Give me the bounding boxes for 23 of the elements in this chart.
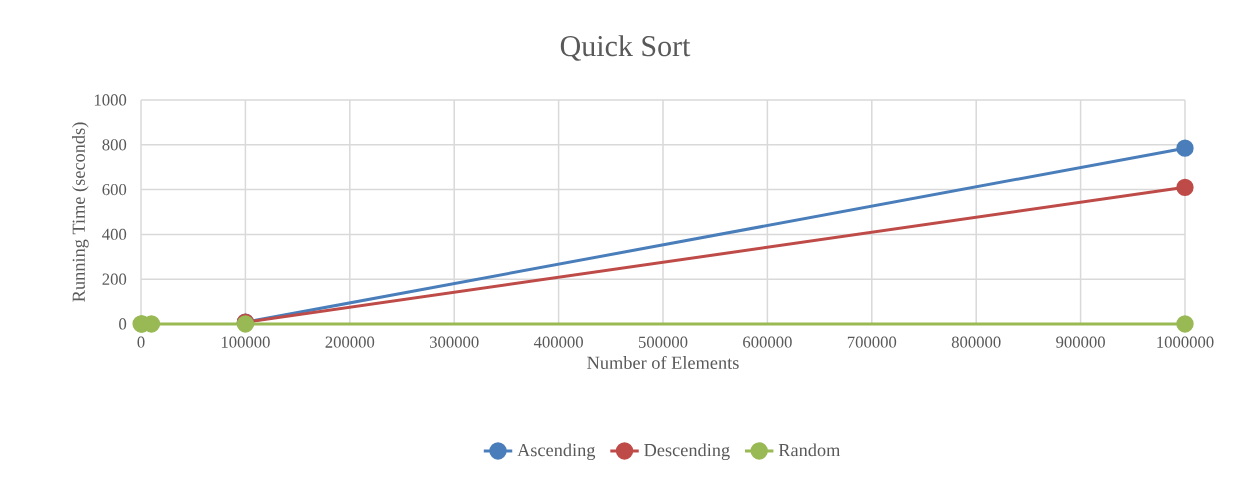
legend-label: Descending <box>644 443 730 461</box>
x-tick-label: 1000000 <box>1157 336 1214 348</box>
x-tick-label: 100000 <box>221 336 270 348</box>
x-axis-title: Number of Elements <box>587 355 739 369</box>
legend-label: Ascending <box>517 443 596 461</box>
y-axis-title: Running Time (seconds) <box>72 122 89 302</box>
y-tick-label: 600 <box>102 183 127 196</box>
x-tick-label: 200000 <box>325 336 375 348</box>
x-tick-label: 700000 <box>847 336 897 348</box>
x-tick-label: 0 <box>137 336 145 348</box>
chart-title: Quick Sort <box>560 35 691 61</box>
x-tick-label: 300000 <box>430 336 479 348</box>
y-tick-label: 200 <box>102 273 127 285</box>
legend-label: Random <box>778 443 841 457</box>
y-tick-label: 400 <box>102 228 127 241</box>
x-tick-label: 600000 <box>743 336 792 348</box>
x-tick-label: 800000 <box>951 336 1001 348</box>
y-tick-label: 1000 <box>94 94 127 106</box>
x-tick-label: 500000 <box>638 336 688 348</box>
y-tick-label: 0 <box>119 318 127 330</box>
x-tick-label: 900000 <box>1056 336 1105 348</box>
y-tick-label: 800 <box>102 139 127 151</box>
x-tick-label: 400000 <box>533 336 583 348</box>
